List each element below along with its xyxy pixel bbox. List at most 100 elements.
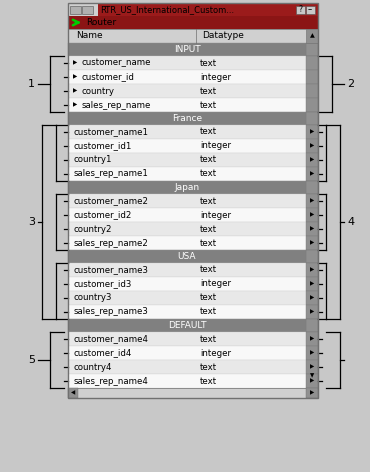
Bar [306, 125, 318, 139]
Bar [306, 208, 318, 222]
Text: customer_name: customer_name [82, 59, 151, 67]
Text: ▶: ▶ [310, 171, 314, 177]
Bar [306, 374, 318, 388]
Bar [68, 263, 306, 277]
Bar [68, 208, 306, 222]
Text: ▲: ▲ [310, 34, 314, 39]
Bar [68, 43, 306, 56]
Text: ▶: ▶ [310, 158, 314, 162]
Text: customer_name1: customer_name1 [74, 127, 149, 136]
Bar [82, 6, 93, 14]
Text: ▶: ▶ [310, 337, 314, 342]
Text: customer_name3: customer_name3 [74, 265, 149, 275]
Text: –: – [308, 6, 312, 15]
Text: ▶: ▶ [310, 295, 314, 301]
Bar [306, 43, 318, 56]
Text: customer_id1: customer_id1 [74, 142, 132, 151]
Bar [306, 291, 318, 305]
Bar [68, 84, 306, 98]
Bar [68, 3, 318, 16]
Bar [68, 332, 306, 346]
Text: ▶: ▶ [310, 129, 314, 135]
Text: customer_id4: customer_id4 [74, 348, 132, 357]
Bar [296, 6, 305, 14]
Text: customer_id2: customer_id2 [74, 211, 132, 219]
Bar [68, 181, 306, 194]
Text: USA: USA [178, 252, 196, 261]
Bar [306, 305, 318, 319]
Bar [68, 16, 318, 29]
Text: ▶: ▶ [310, 241, 314, 245]
Bar [68, 98, 306, 112]
Text: ▶: ▶ [73, 89, 77, 93]
Bar [68, 346, 306, 360]
Text: ▶: ▶ [310, 364, 314, 370]
Bar [306, 319, 318, 332]
Bar [68, 222, 306, 236]
Text: integer: integer [200, 73, 231, 82]
Text: ◀: ◀ [71, 390, 75, 396]
Bar [68, 250, 306, 263]
Bar [68, 125, 306, 139]
Bar [68, 305, 306, 319]
Text: text: text [200, 169, 217, 178]
Bar [306, 277, 318, 291]
Bar [68, 388, 78, 398]
Bar [306, 360, 318, 374]
Bar [306, 112, 318, 125]
Text: text: text [200, 238, 217, 247]
Bar [306, 98, 318, 112]
Text: text: text [200, 265, 217, 275]
Text: text: text [200, 86, 217, 95]
Text: country1: country1 [74, 155, 112, 165]
Text: ▶: ▶ [73, 75, 77, 79]
Text: text: text [200, 225, 217, 234]
Text: text: text [200, 155, 217, 165]
Text: customer_name4: customer_name4 [74, 335, 149, 344]
Bar [68, 360, 306, 374]
Bar [68, 56, 306, 70]
Text: ▶: ▶ [310, 143, 314, 149]
Bar [68, 194, 306, 208]
Text: customer_name2: customer_name2 [74, 196, 149, 205]
Bar [306, 70, 318, 84]
Text: sales_rep_name: sales_rep_name [82, 101, 151, 110]
Bar [68, 139, 306, 153]
Bar [68, 374, 306, 388]
Text: text: text [200, 377, 217, 386]
Bar [68, 70, 306, 84]
Bar [68, 291, 306, 305]
Text: text: text [200, 294, 217, 303]
Text: text: text [200, 335, 217, 344]
Text: 4: 4 [347, 217, 354, 227]
Text: 1: 1 [28, 79, 35, 89]
Bar [68, 29, 318, 43]
Text: integer: integer [200, 142, 231, 151]
Text: text: text [200, 307, 217, 317]
Text: sales_rep_name2: sales_rep_name2 [74, 238, 149, 247]
Text: customer_id3: customer_id3 [74, 279, 132, 288]
Bar [306, 346, 318, 360]
Text: ▶: ▶ [310, 268, 314, 272]
Text: ▼: ▼ [310, 373, 314, 379]
Text: country: country [82, 86, 115, 95]
Text: ?: ? [298, 6, 302, 15]
Text: ▶: ▶ [310, 310, 314, 314]
Bar [306, 250, 318, 263]
Text: sales_rep_name1: sales_rep_name1 [74, 169, 149, 178]
Bar [306, 236, 318, 250]
Text: Japan: Japan [174, 183, 199, 192]
Text: ▶: ▶ [310, 351, 314, 355]
Text: ▶: ▶ [73, 60, 77, 66]
Bar [306, 56, 318, 70]
Text: INPUT: INPUT [174, 45, 200, 54]
Text: ▶: ▶ [310, 227, 314, 231]
Text: 5: 5 [28, 355, 35, 365]
Text: text: text [200, 127, 217, 136]
Text: RTR_US_International_Custom...: RTR_US_International_Custom... [100, 6, 234, 15]
Text: ▶: ▶ [310, 379, 314, 383]
Text: country3: country3 [74, 294, 112, 303]
Bar [306, 388, 318, 398]
Bar [68, 388, 318, 398]
Bar [68, 167, 306, 181]
